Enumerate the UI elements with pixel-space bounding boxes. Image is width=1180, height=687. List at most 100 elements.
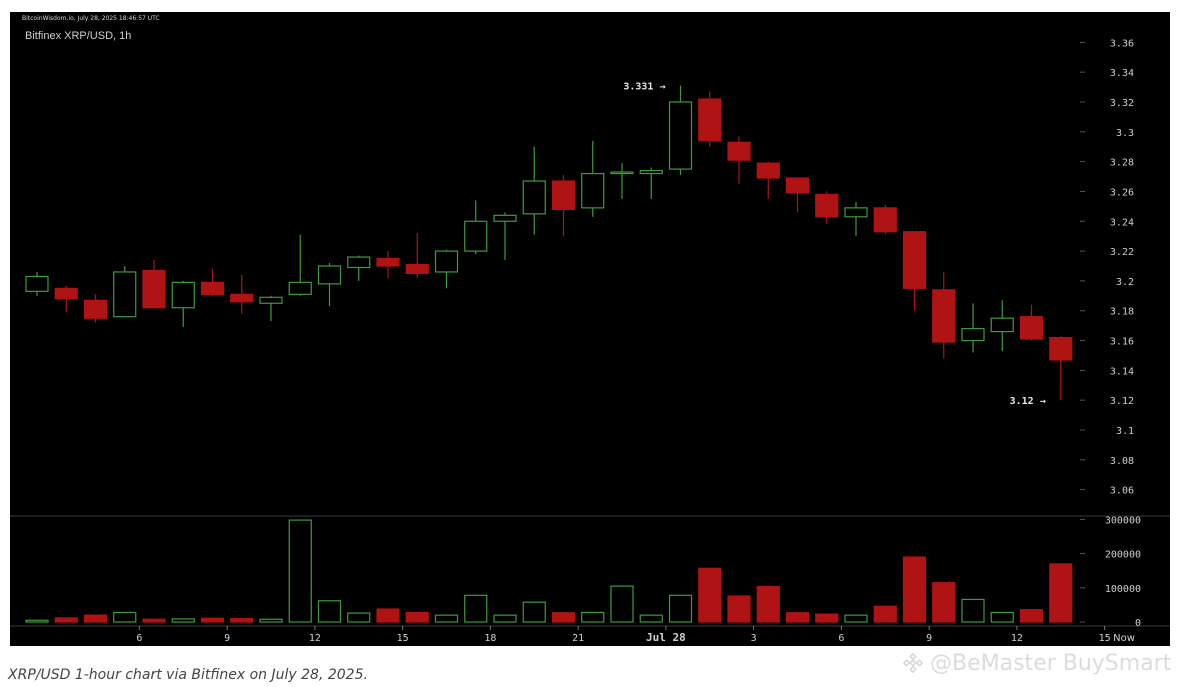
candle-body-down	[83, 299, 108, 319]
volume-tick-label: 0	[1135, 618, 1141, 629]
time-tick-label: 12	[309, 633, 321, 644]
candlestick-chart: 3.36 3.34 3.32 3.3 3.28 3.26 3.24 3.22 3.2 3.18 3.…	[10, 38, 1170, 644]
candle-body-up	[113, 271, 137, 318]
high-price-label: 3.331 →	[623, 82, 665, 93]
time-tick-label: 9	[224, 633, 230, 644]
time-tick-label: 3	[751, 633, 757, 644]
watermark: @BeMaster BuySmart	[902, 648, 1174, 678]
candle-body-up	[464, 220, 488, 252]
candle-body-down	[551, 180, 576, 210]
time-tick-label: 9	[926, 633, 932, 644]
volume-bar	[639, 614, 663, 623]
volume-bar	[902, 556, 927, 623]
volume-bar	[727, 595, 751, 623]
volume-bar	[230, 617, 254, 623]
volume-bar	[347, 612, 371, 623]
volume-bar	[961, 598, 985, 623]
candle-body-down	[54, 287, 78, 300]
price-tick-label: 3.32	[1110, 98, 1134, 109]
candle-body-up	[990, 317, 1014, 333]
watermark-text: @BeMaster BuySmart	[930, 650, 1172, 676]
price-tick-label: 3.28	[1110, 158, 1134, 169]
candle-body-up	[25, 275, 49, 292]
candle-body-up	[581, 172, 605, 209]
volume-bar	[317, 600, 342, 623]
price-tick-label: 3.12	[1110, 396, 1134, 407]
volume-bar	[54, 617, 78, 623]
low-price-label: 3.12 →	[1010, 396, 1046, 407]
volume-bar	[785, 612, 810, 623]
axis-layer: 3.36 3.34 3.32 3.3 3.28 3.26 3.24 3.22 3.2 3.18 3.…	[136, 38, 1141, 644]
volume-layer	[25, 519, 1073, 623]
price-tick-label: 3.16	[1110, 337, 1134, 348]
candle-body-up	[347, 256, 371, 269]
candle-body-down	[873, 207, 897, 233]
candle-body-up	[844, 207, 868, 218]
volume-bar	[990, 611, 1014, 623]
volume-bar	[873, 605, 897, 623]
annotation-layer: 3.331 → 3.12 →	[623, 82, 1045, 408]
volume-tick-label: 100000	[1105, 584, 1141, 595]
volume-bar	[610, 585, 634, 623]
candle-body-up	[610, 171, 634, 175]
volume-tick-label: 200000	[1105, 550, 1141, 561]
price-tick-label: 3.36	[1110, 38, 1134, 49]
price-tick-label: 3.3	[1116, 128, 1134, 139]
chart-title: Bitfinex XRP/USD, 1h	[25, 30, 132, 42]
volume-bar	[142, 618, 166, 623]
candle-body-down	[1049, 336, 1073, 361]
price-tick-label: 3.2	[1116, 277, 1134, 288]
time-tick-label: 12	[1011, 633, 1023, 644]
candle-body-down	[1019, 316, 1044, 340]
candle-body-up	[259, 296, 283, 304]
price-tick-label: 3.26	[1110, 187, 1134, 198]
price-tick-label: 3.18	[1110, 307, 1134, 318]
volume-bar	[83, 614, 108, 623]
volume-bar	[551, 612, 576, 623]
price-tick-label: 3.24	[1110, 217, 1134, 228]
grid-layer	[10, 515, 1170, 627]
chart-panel: 3.36 3.34 3.32 3.3 3.28 3.26 3.24 3.22 3.2 3.18 3.…	[10, 12, 1170, 646]
volume-bar	[259, 618, 283, 623]
candle-body-up	[961, 328, 985, 342]
candle-body-down	[200, 281, 225, 295]
candle-body-down	[142, 269, 166, 309]
volume-tick-label: 300000	[1105, 515, 1141, 526]
volume-bar	[1049, 563, 1073, 623]
candle-body-up	[434, 250, 459, 273]
candle-body-up	[493, 214, 517, 222]
candle-body-down	[727, 141, 751, 161]
chart-caption: XRP/USD 1-hour chart via Bitfinex on Jul…	[8, 667, 368, 683]
volume-bar	[815, 613, 839, 623]
time-tick-label: Jul 28	[646, 631, 686, 644]
candle-body-down	[230, 293, 254, 303]
time-tick-label: 21	[572, 633, 584, 644]
timestamp-header: BitcoinWisdom.io, July 28, 2025 18:46:57…	[22, 15, 160, 22]
time-tick-label: 6	[136, 633, 142, 644]
binance-logo-icon	[902, 652, 924, 674]
volume-bar	[932, 582, 956, 623]
volume-bar	[1019, 609, 1044, 623]
volume-bar	[756, 585, 780, 623]
candle-body-down	[902, 231, 927, 289]
volume-bar	[668, 594, 693, 623]
candle-body-up	[171, 281, 195, 309]
volume-bar	[434, 614, 459, 623]
volume-bar	[522, 601, 546, 623]
volume-bar	[464, 594, 488, 623]
time-tick-label: 15	[1099, 633, 1111, 644]
price-tick-label: 3.22	[1110, 247, 1134, 258]
price-tick-label: 3.14	[1110, 366, 1134, 377]
volume-bar	[581, 611, 605, 623]
volume-bar	[844, 614, 868, 623]
time-tick-label: 15	[397, 633, 409, 644]
volume-bar	[200, 617, 225, 623]
candle-body-down	[376, 257, 400, 267]
time-tick-label: 6	[838, 633, 844, 644]
candle-body-up	[288, 281, 312, 295]
candle-body-up	[668, 101, 693, 170]
now-label: Now	[1113, 633, 1135, 644]
volume-bar	[288, 519, 312, 623]
candle-body-down	[756, 162, 780, 179]
candle-body-down	[932, 289, 956, 343]
